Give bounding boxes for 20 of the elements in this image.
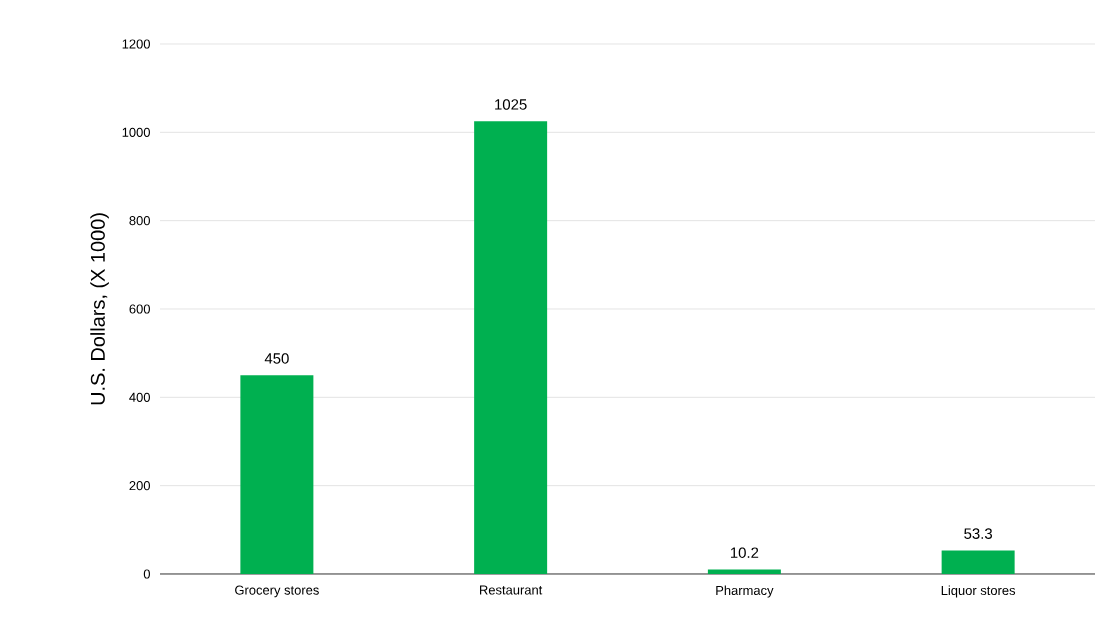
bar <box>474 121 548 574</box>
x-tick-label: Pharmacy <box>716 585 774 598</box>
x-tick-label: Restaurant <box>480 585 543 595</box>
data-label: 1025 <box>495 99 527 110</box>
y-tick-label: 1200 <box>122 39 150 49</box>
bar <box>941 550 1015 574</box>
y-tick-label: 1000 <box>122 127 150 137</box>
y-axis-title: U.S. Dollars, (X 1000) <box>90 213 109 405</box>
x-tick-label: Grocery stores <box>235 585 319 598</box>
data-label: 450 <box>264 353 289 364</box>
y-tick-label: 200 <box>129 481 150 491</box>
y-tick-label: 0 <box>143 569 150 579</box>
y-tick-label: 400 <box>129 392 150 402</box>
data-label: 53.3 <box>964 528 993 539</box>
x-tick-label: Liquor stores <box>941 585 1016 598</box>
y-tick-label: 600 <box>129 304 150 314</box>
bar <box>707 569 781 574</box>
bar <box>240 375 314 574</box>
y-tick-label: 800 <box>129 216 150 226</box>
data-label: 10.2 <box>730 547 759 558</box>
